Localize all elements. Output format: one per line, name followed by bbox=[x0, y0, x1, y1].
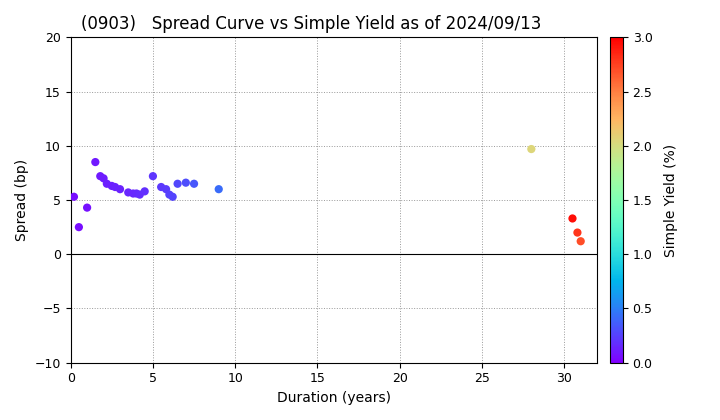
Point bbox=[134, 191, 145, 198]
Point bbox=[189, 181, 200, 187]
Text: (0903)   Spread Curve vs Simple Yield as of 2024/09/13: (0903) Spread Curve vs Simple Yield as o… bbox=[81, 15, 541, 33]
Point bbox=[575, 238, 587, 244]
Point bbox=[89, 159, 101, 165]
Y-axis label: Spread (bp): Spread (bp) bbox=[15, 159, 29, 241]
X-axis label: Duration (years): Duration (years) bbox=[277, 391, 391, 405]
Point bbox=[127, 190, 139, 197]
Point bbox=[213, 186, 225, 192]
Point bbox=[109, 184, 121, 190]
Point bbox=[94, 173, 106, 179]
Point bbox=[572, 229, 583, 236]
Point bbox=[567, 215, 578, 222]
Point bbox=[114, 186, 126, 192]
Y-axis label: Simple Yield (%): Simple Yield (%) bbox=[664, 144, 678, 257]
Point bbox=[161, 186, 172, 192]
Point bbox=[101, 181, 112, 187]
Point bbox=[73, 224, 85, 231]
Point bbox=[526, 146, 537, 152]
Point bbox=[68, 194, 80, 200]
Point bbox=[180, 179, 192, 186]
Point bbox=[81, 204, 93, 211]
Point bbox=[98, 175, 109, 182]
Point bbox=[131, 190, 143, 197]
Point bbox=[139, 188, 150, 195]
Point bbox=[167, 194, 179, 200]
Point bbox=[156, 184, 167, 190]
Point bbox=[172, 181, 184, 187]
Point bbox=[106, 183, 117, 189]
Point bbox=[147, 173, 158, 179]
Point bbox=[122, 189, 134, 196]
Point bbox=[163, 191, 175, 198]
